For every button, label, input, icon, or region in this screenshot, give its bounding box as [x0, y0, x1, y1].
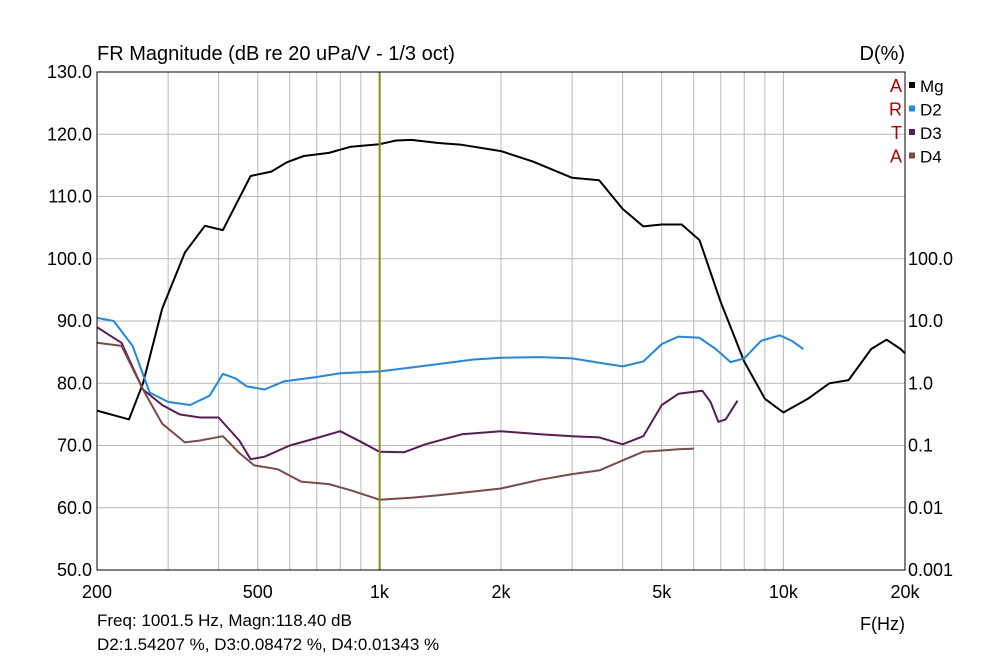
y2-tick-label: 0.001 — [908, 560, 953, 580]
y-tick-label: 70.0 — [57, 436, 92, 456]
y2-tick-label: 100.0 — [908, 249, 953, 269]
chart-title: FR Magnitude (dB re 20 uPa/V - 1/3 oct) — [97, 43, 455, 65]
x-tick-label: 500 — [243, 582, 273, 602]
y-tick-label: 80.0 — [57, 373, 92, 393]
y-tick-label: 60.0 — [57, 498, 92, 518]
arta-letter: A — [890, 147, 902, 167]
y-tick-label: 120.0 — [47, 124, 92, 144]
legend-label-d2: D2 — [920, 101, 942, 120]
y-tick-label: 90.0 — [57, 311, 92, 331]
readout-line-2: D2:1.54207 %, D3:0.08472 %, D4:0.01343 % — [97, 635, 440, 654]
legend-swatch-d4 — [909, 152, 915, 159]
x-tick-label: 10k — [769, 582, 799, 602]
y-tick-label: 50.0 — [57, 560, 92, 580]
axis-ticks: 50.0 60.0 70.0 80.0 90.0 100.0 110.0 120.0 130.0… — [47, 62, 953, 602]
y2-tick-label: 0.01 — [908, 498, 943, 518]
y-tick-label: 110.0 — [48, 187, 92, 207]
plot-frame — [96, 71, 906, 571]
legend-swatch-d3 — [909, 129, 915, 135]
legend-label-mg: Mg — [920, 77, 944, 96]
y-tick-label: 100.0 — [47, 249, 92, 269]
series-line-d3 — [96, 326, 739, 461]
x-tick-label: 1k — [370, 582, 390, 602]
arta-letter: T — [891, 123, 902, 143]
legend-swatch-d2 — [909, 105, 915, 112]
y2-tick-label: 10.0 — [908, 311, 943, 331]
series-line-d2 — [96, 316, 804, 406]
right-axis-label: D(%) — [859, 43, 905, 65]
y-tick-label: 130.0 — [47, 62, 92, 82]
y2-tick-label: 1.0 — [908, 373, 933, 393]
y2-tick-label: 0.1 — [908, 436, 933, 456]
legend-label-d4: D4 — [920, 148, 942, 167]
arta-letter: R — [889, 100, 902, 120]
x-tick-label: 200 — [82, 582, 112, 602]
series-line-d4 — [96, 341, 694, 501]
legend-swatch-mg — [909, 82, 915, 88]
x-axis-label: F(Hz) — [860, 614, 905, 634]
arta-letter: A — [890, 76, 902, 96]
series-layer — [96, 138, 906, 501]
legend-label-d3: D3 — [920, 124, 942, 143]
series-line-mg — [96, 138, 906, 421]
x-tick-label: 20k — [890, 582, 920, 602]
legend: A Mg R D2 T D3 A D4 — [889, 76, 944, 167]
readout-line-1: Freq: 1001.5 Hz, Magn:118.40 dB — [97, 611, 352, 630]
grid — [97, 72, 905, 570]
x-tick-label: 5k — [652, 582, 672, 602]
x-tick-label: 2k — [491, 582, 511, 602]
